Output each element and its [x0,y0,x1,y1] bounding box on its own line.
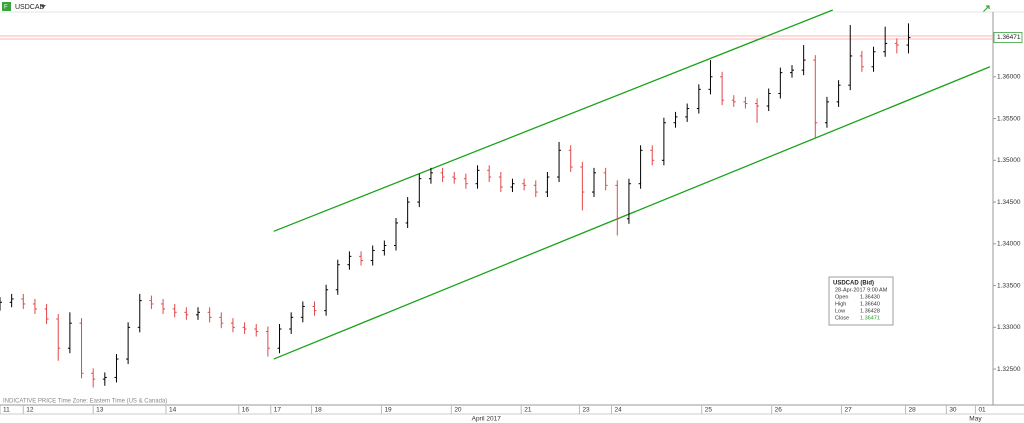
x-tick-label: 17 [274,407,282,414]
x-tick-label: 26 [775,407,783,414]
month-label: May [969,416,982,423]
info-label: Low [835,308,845,314]
x-tick-label: 14 [169,407,177,414]
x-tick-label: 01 [978,407,986,414]
last-price-box [993,32,1023,43]
expand-icon[interactable] [982,5,990,13]
x-tick-label: 28 [909,407,917,414]
info-value: 1.36430 [860,294,880,300]
info-value: 1.36640 [860,301,880,307]
x-tick-label: 25 [705,407,713,414]
y-tick-label: 1.35500 [997,115,1021,122]
x-tick-label: 12 [26,407,34,414]
info-value: 1.36471 [860,315,880,321]
info-date: 28-Apr-2017 9:00 AM [835,287,888,293]
y-tick-label: 1.36000 [997,74,1021,81]
x-tick-label: 21 [524,407,532,414]
x-tick-label: 20 [454,407,462,414]
symbol-icon[interactable] [2,2,11,11]
footer-note: INDICATIVE PRICE Time Zone: Eastern Time… [3,399,167,405]
info-label: Close [835,315,849,321]
y-tick-label: 1.33000 [997,324,1021,331]
x-tick-label: 23 [582,407,590,414]
y-tick-label: 1.32500 [997,366,1021,373]
y-tick-label: 1.34500 [997,199,1021,206]
info-label: High [835,301,846,307]
info-title: USDCAD (Bid) [833,281,874,287]
x-tick-label: 11 [3,407,10,414]
x-tick-label: 27 [845,407,853,414]
info-box-frame [828,276,894,326]
trendline [273,66,991,360]
chart-title[interactable]: USDCAD [15,4,45,11]
dropdown-arrow[interactable] [40,5,46,8]
x-tick-label: 24 [614,407,622,414]
y-tick-label: 1.35000 [997,157,1021,164]
x-tick-label: 18 [315,407,323,414]
y-tick-label: 1.34000 [997,241,1021,248]
y-tick-label: 1.33500 [997,282,1021,289]
month-label: April 2017 [472,416,502,423]
info-value: 1.36428 [860,308,880,314]
last-price-label: 1.36471 [997,34,1021,41]
symbol-icon-glyph: F [4,5,8,11]
trendline [273,9,834,232]
x-tick-label: 13 [96,407,104,414]
x-tick-label: 30 [949,407,957,414]
info-label: Open [835,294,848,300]
x-tick-label: 19 [384,407,392,414]
x-tick-label: 16 [242,407,250,414]
